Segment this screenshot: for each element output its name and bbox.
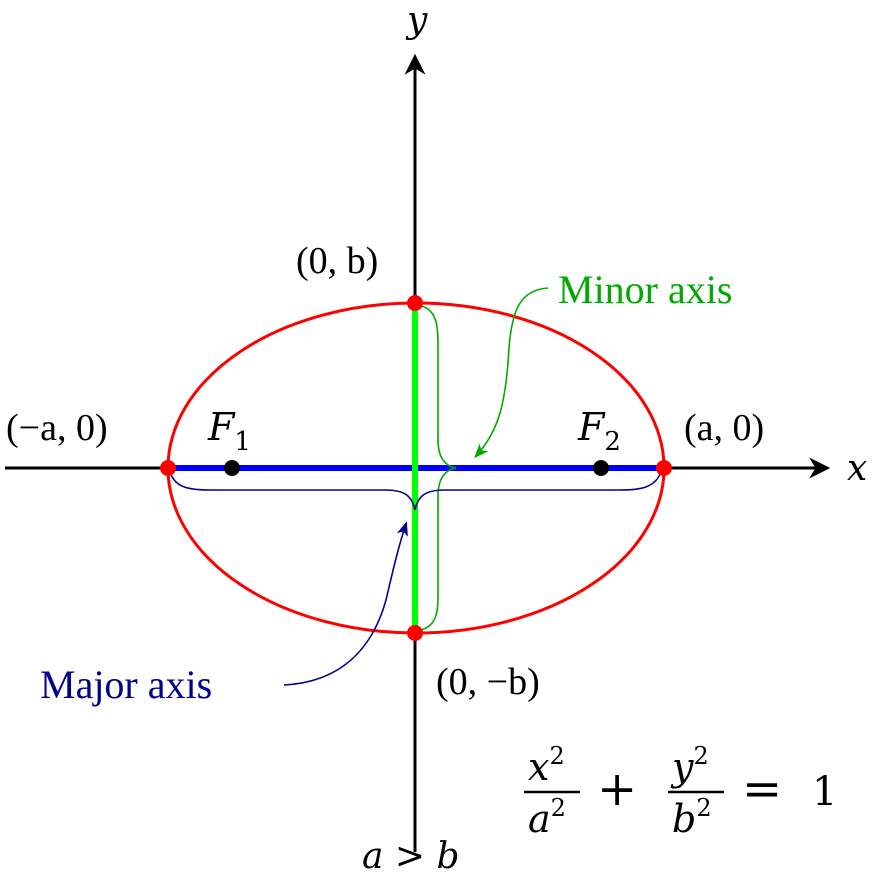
ellipse-equation: x2 a2 + y2 b2 = 1	[524, 742, 837, 841]
label-focus-f1: F1	[207, 405, 251, 457]
x-axis-label: x	[847, 448, 867, 489]
label-left-vertex: (−a, 0)	[6, 407, 108, 449]
focus-f2	[593, 460, 609, 476]
vertex-bottom	[407, 625, 423, 641]
vertex-left	[160, 460, 176, 476]
vertex-right	[656, 460, 672, 476]
focus-f1	[224, 460, 240, 476]
major-axis-brace	[169, 471, 662, 511]
minor-axis-brace	[420, 305, 457, 631]
major-axis-label: Major axis	[40, 662, 212, 707]
label-bottom-vertex: (0, −b)	[436, 661, 540, 703]
svg-text:b2: b2	[672, 794, 712, 841]
svg-text:+: +	[597, 761, 637, 817]
label-top-vertex: (0, b)	[296, 240, 378, 282]
vertex-top	[407, 295, 423, 311]
svg-text:=: =	[742, 761, 782, 817]
y-axis-label: y	[405, 0, 428, 41]
minor-axis-pointer	[474, 287, 549, 459]
label-right-vertex: (a, 0)	[684, 407, 764, 449]
major-axis-pointer	[283, 521, 408, 686]
svg-text:y2: y2	[670, 742, 709, 789]
minor-axis-label: Minor axis	[558, 267, 732, 312]
svg-text:x2: x2	[528, 742, 565, 789]
condition-label: a > b	[362, 836, 460, 875]
label-focus-f2: F2	[577, 405, 621, 457]
svg-text:1: 1	[812, 769, 837, 815]
svg-text:a2: a2	[528, 794, 566, 841]
